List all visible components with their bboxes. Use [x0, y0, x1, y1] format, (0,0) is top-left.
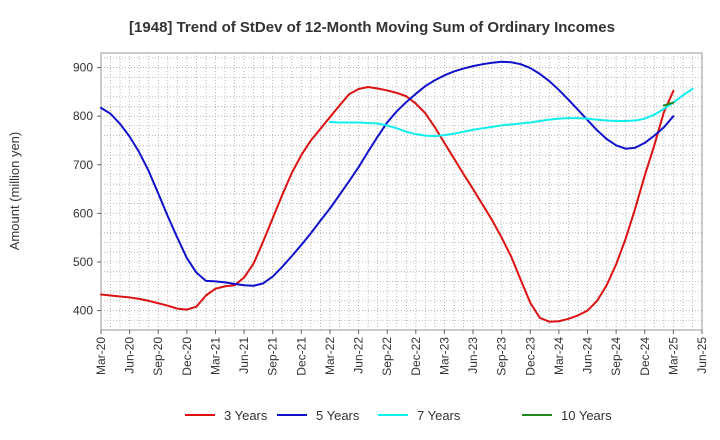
x-tick-label: Mar-20: [94, 337, 108, 375]
y-axis-label: Amount (million yen): [7, 132, 22, 251]
x-tick-label: Sep-20: [151, 337, 165, 376]
plot-area: [101, 53, 702, 330]
y-tick-label: 500: [73, 255, 93, 269]
y-tick-label: 700: [73, 158, 93, 172]
x-tick-label: Dec-24: [638, 337, 652, 376]
x-axis: Mar-20 Jun-20 Sep-20 Dec-20 Mar-21 Jun-21 Sep-…: [94, 330, 709, 376]
x-tick-label: Dec-23: [523, 337, 537, 376]
x-tick-label: Jun-25: [695, 337, 709, 374]
x-tick-label: Sep-24: [609, 337, 623, 376]
x-tick-label: Dec-21: [294, 337, 308, 376]
x-tick-label: Jun-22: [352, 337, 366, 374]
x-tick-label: Sep-21: [266, 337, 280, 376]
series-line-5-years: [100, 60, 675, 287]
gridlines: [101, 53, 702, 330]
x-tick-label: Mar-24: [552, 337, 566, 375]
legend-label: 10 Years: [561, 408, 612, 423]
chart-title: [1948] Trend of StDev of 12-Month Moving…: [129, 19, 615, 36]
y-tick-label: 800: [73, 109, 93, 123]
x-tick-label: Mar-21: [208, 337, 222, 375]
legend: 3 Years 5 Years 7 Years 10 Years: [185, 408, 612, 423]
legend-label: 7 Years: [417, 408, 461, 423]
x-tick-label: Jun-24: [581, 337, 595, 374]
x-tick-label: Jun-23: [466, 337, 480, 374]
legend-label: 5 Years: [316, 408, 360, 423]
x-tick-label: Dec-22: [409, 337, 423, 376]
y-tick-label: 600: [73, 206, 93, 220]
series-line-10-years: [662, 101, 675, 107]
x-tick-label: Mar-23: [437, 337, 451, 375]
y-tick-label: 400: [73, 304, 93, 318]
plot-border: [100, 52, 703, 331]
y-tick-label: 900: [73, 61, 93, 75]
x-tick-label: Jun-21: [237, 337, 251, 374]
series-line-7-years: [328, 87, 694, 138]
x-tick-label: Sep-23: [495, 337, 509, 376]
x-tick-label: Mar-22: [323, 337, 337, 375]
series-lines: [100, 60, 694, 323]
x-tick-label: Jun-20: [123, 337, 137, 374]
y-axis: 400 500 600 700 800 900: [73, 61, 101, 318]
x-tick-label: Sep-22: [380, 337, 394, 376]
legend-label: 3 Years: [224, 408, 268, 423]
x-tick-label: Mar-25: [666, 337, 680, 375]
x-tick-label: Dec-20: [180, 337, 194, 376]
series-line-3-years: [100, 86, 675, 323]
